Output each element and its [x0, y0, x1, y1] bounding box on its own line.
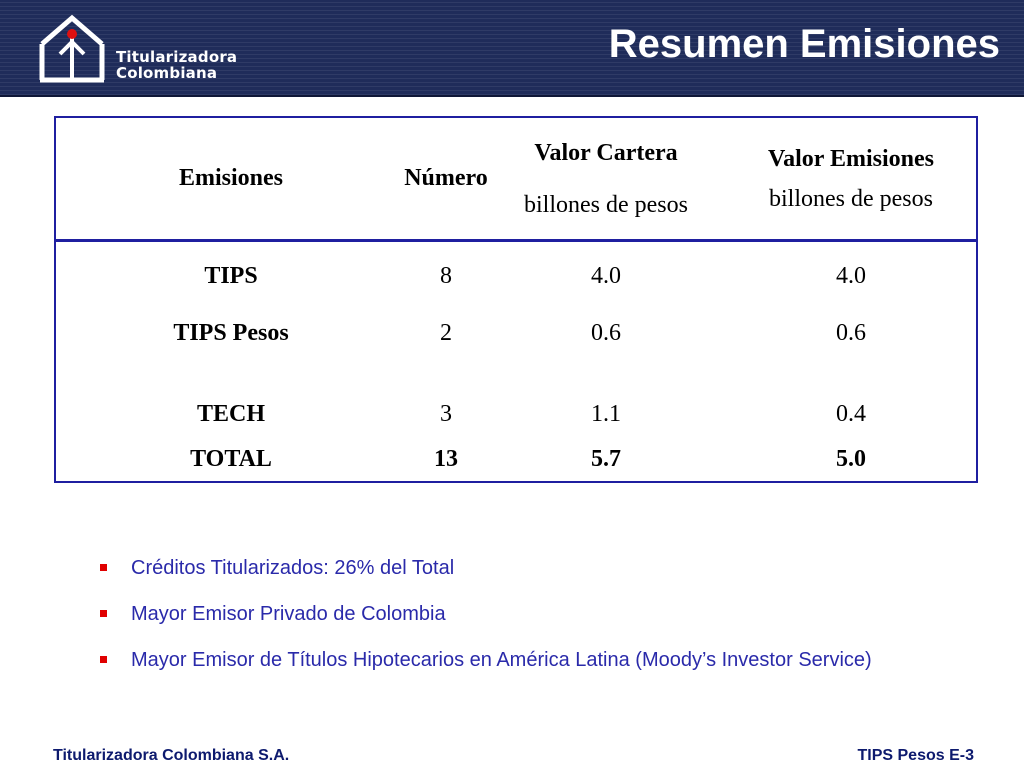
- row-tips-numero: 8: [440, 263, 452, 289]
- square-bullet-icon: [100, 610, 107, 617]
- logo-wordmark: Titularizadora Colombiana: [116, 49, 237, 81]
- row-total-cartera: 5.7: [591, 446, 621, 472]
- house-arrow-logo-icon: [39, 14, 105, 83]
- row-tech-name: TECH: [196, 401, 265, 427]
- row-tips-pesos-emisiones: 0.6: [836, 320, 866, 346]
- bullet-text: Mayor Emisor de Títulos Hipotecarios en …: [131, 649, 872, 671]
- row-tech-numero: 3: [440, 401, 452, 427]
- row-tips-pesos-cartera: 0.6: [591, 320, 621, 346]
- row-total-numero: 13: [434, 446, 458, 472]
- row-tech-cartera: 1.1: [591, 401, 621, 427]
- list-item: Mayor Emisor Privado de Colombia: [98, 599, 872, 645]
- row-total-name: TOTAL: [190, 446, 272, 472]
- row-tips-name: TIPS: [204, 263, 258, 289]
- col-header-valor-emisiones: Valor Emisiones: [767, 146, 935, 172]
- list-item: Créditos Titularizados: 26% del Total: [98, 553, 872, 599]
- row-tips-pesos-name: TIPS Pesos: [173, 320, 289, 346]
- footer-page-label: TIPS Pesos E-3: [857, 747, 975, 764]
- list-item: Mayor Emisor de Títulos Hipotecarios en …: [98, 645, 872, 691]
- logo-line-1: Titularizadora: [116, 48, 238, 66]
- header-separator: [56, 239, 976, 242]
- col-header-valor-emisiones-unit: billones de pesos: [769, 186, 933, 212]
- col-header-emisiones: Emisiones: [178, 165, 283, 191]
- footer-company: Titularizadora Colombiana S.A.: [53, 747, 290, 764]
- row-tech-emisiones: 0.4: [836, 401, 866, 427]
- col-header-valor-cartera-unit: billones de pesos: [524, 192, 688, 218]
- col-header-valor-cartera: Valor Cartera: [534, 140, 678, 166]
- row-total-emisiones: 5.0: [836, 446, 866, 472]
- logo-line-2: Colombiana: [116, 64, 218, 82]
- col-header-numero: Número: [404, 165, 488, 191]
- header-banner: Titularizadora Colombiana Resumen Emisio…: [0, 0, 1024, 97]
- square-bullet-icon: [100, 656, 107, 663]
- row-tips-emisiones: 4.0: [836, 263, 866, 289]
- square-bullet-icon: [100, 564, 107, 571]
- bullet-text: Créditos Titularizados: 26% del Total: [131, 557, 455, 579]
- bullet-list: Créditos Titularizados: 26% del Total Ma…: [98, 553, 872, 691]
- row-tips-cartera: 4.0: [591, 263, 621, 289]
- emissions-table: Emisiones Número Valor Cartera billones …: [54, 116, 978, 483]
- bullet-text: Mayor Emisor Privado de Colombia: [131, 603, 446, 625]
- slide-title: Resumen Emisiones: [608, 22, 1000, 66]
- row-tips-pesos-numero: 2: [440, 320, 452, 346]
